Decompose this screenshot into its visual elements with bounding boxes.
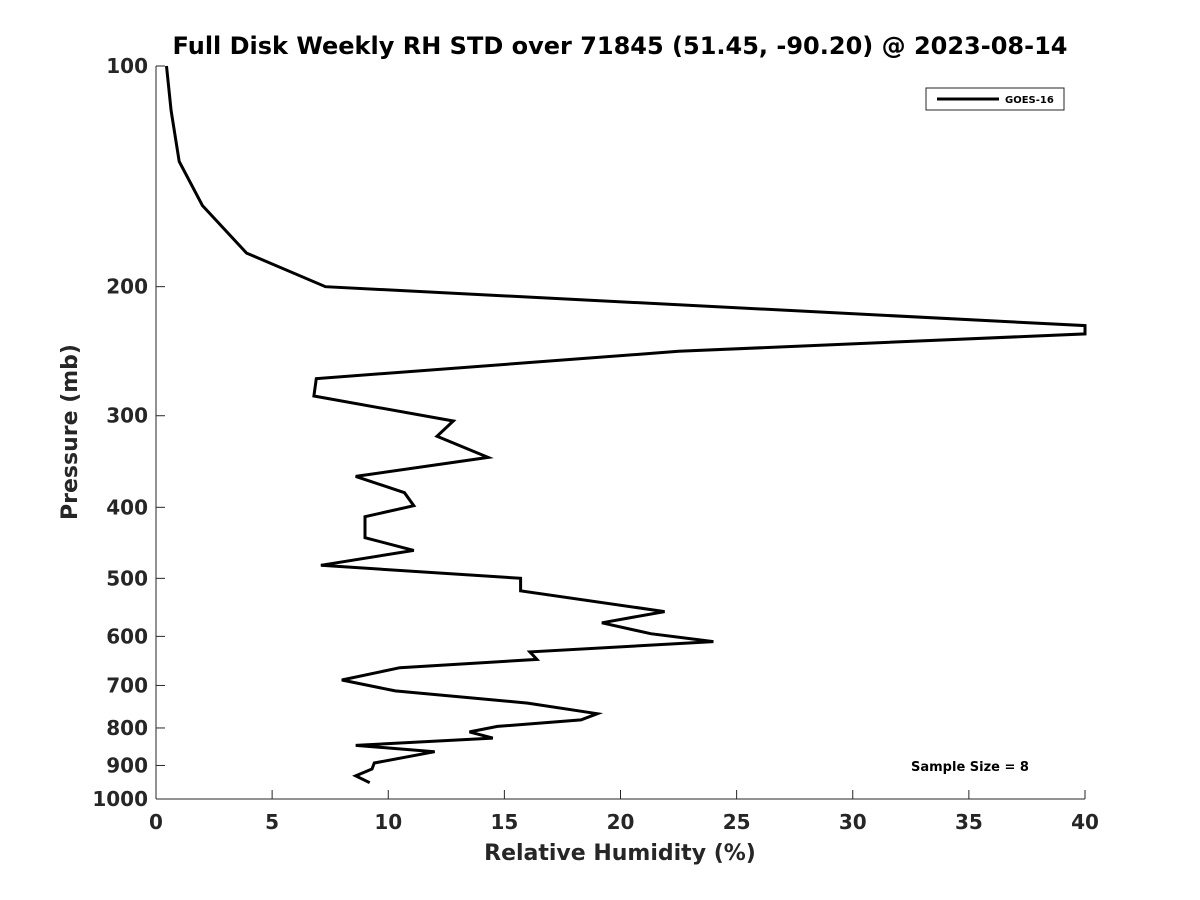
- x-tick-label: 20: [607, 810, 635, 834]
- x-axis-label: Relative Humidity (%): [484, 841, 756, 866]
- x-tick-label: 25: [723, 810, 751, 834]
- chart-title: Full Disk Weekly RH STD over 71845 (51.4…: [173, 32, 1068, 60]
- y-ticks: 100 200 300 400 500 600 700 800 900 1000: [92, 54, 165, 811]
- x-ticks: 0 5 10 15 20 25 30 35 40: [149, 790, 1099, 834]
- y-tick-label: 600: [106, 624, 148, 648]
- y-tick-label: 300: [106, 404, 148, 428]
- legend-label-goes-16: GOES-16: [1005, 95, 1054, 106]
- x-tick-label: 35: [955, 810, 983, 834]
- x-tick-label: 30: [839, 810, 867, 834]
- legend: GOES-16: [925, 87, 1065, 111]
- x-tick-label: 10: [374, 810, 402, 834]
- x-tick-label: 5: [265, 810, 279, 834]
- series-lines: [165, 65, 1087, 785]
- y-tick-label: 400: [106, 495, 148, 519]
- sample-size-annotation: Sample Size = 8: [911, 760, 1029, 775]
- y-tick-label: 500: [106, 566, 148, 590]
- y-tick-label: 800: [106, 716, 148, 740]
- series-line-goes-16: [165, 65, 1087, 785]
- y-tick-label: 100: [106, 54, 148, 78]
- y-axis-label: Pressure (mb): [58, 344, 83, 520]
- y-tick-label: 700: [106, 673, 148, 697]
- y-tick-label: 1000: [92, 787, 148, 811]
- x-tick-label: 0: [149, 810, 163, 834]
- x-tick-label: 40: [1071, 810, 1099, 834]
- y-tick-label: 900: [106, 753, 148, 777]
- y-tick-label: 200: [106, 275, 148, 299]
- x-tick-label: 15: [490, 810, 518, 834]
